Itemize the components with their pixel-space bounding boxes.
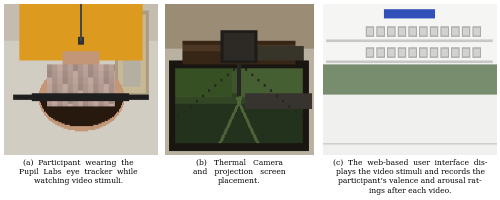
Text: (b)   Thermal   Camera
and   projection   screen
placement.: (b) Thermal Camera and projection screen… <box>193 159 286 185</box>
Text: (c)  The  web-based  user  interface  dis-
plays the video stimuli and records t: (c) The web-based user interface dis- pl… <box>333 159 487 195</box>
Text: (a)  Participant  wearing  the
Pupil  Labs  eye  tracker  while
watching video s: (a) Participant wearing the Pupil Labs e… <box>19 159 138 185</box>
